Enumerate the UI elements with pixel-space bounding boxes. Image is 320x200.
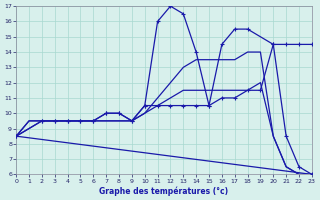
X-axis label: Graphe des températures (°c): Graphe des températures (°c) bbox=[100, 186, 228, 196]
